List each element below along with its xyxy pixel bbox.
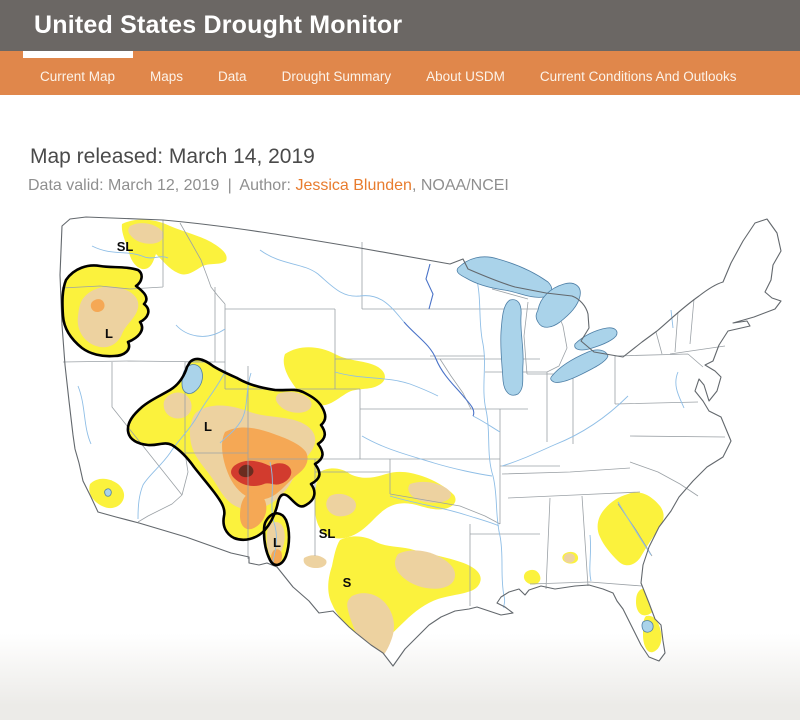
d1-uinta-arm bbox=[275, 391, 312, 413]
salton-sea bbox=[104, 488, 112, 497]
active-tab-indicator bbox=[23, 51, 133, 58]
lake-erie bbox=[550, 349, 609, 383]
drought-area-label: L bbox=[204, 419, 212, 434]
author-affiliation: , NOAA/NCEI bbox=[411, 177, 509, 194]
us-drought-map: SL L L L SL S bbox=[30, 203, 790, 685]
d1-texas-west bbox=[303, 555, 327, 568]
d2-new-mexico-boot bbox=[240, 492, 267, 530]
us-landmass bbox=[60, 217, 781, 666]
site-title: United States Drought Monitor bbox=[34, 11, 403, 39]
rivers bbox=[77, 245, 685, 609]
us-coastline bbox=[59, 216, 782, 667]
drought-d4-layer bbox=[238, 464, 254, 478]
drought-area-label: SL bbox=[117, 239, 134, 254]
d1-panhandle-east bbox=[408, 481, 451, 503]
drought-map-svg: SL L L L SL S bbox=[59, 216, 782, 667]
drought-area-label: L bbox=[273, 535, 281, 550]
tab-current-conditions-outlooks[interactable]: Current Conditions And Outlooks bbox=[539, 69, 737, 84]
outline-great-basin-blob bbox=[126, 357, 327, 542]
long-term-drought-outlines bbox=[61, 264, 327, 567]
state-borders bbox=[61, 220, 726, 606]
map-released-heading: Map released: March 14, 2019 bbox=[30, 145, 315, 168]
header-accent-bar bbox=[0, 51, 800, 58]
d1-panhandle-west bbox=[326, 493, 356, 517]
author-link[interactable]: Jessica Blunden bbox=[295, 177, 412, 194]
d1-alabama bbox=[563, 553, 575, 563]
outline-arizona-blob bbox=[262, 512, 291, 567]
lake-okeechobee bbox=[641, 620, 654, 633]
drought-area-label: L bbox=[105, 326, 113, 341]
outline-oregon-blob bbox=[61, 264, 150, 358]
tab-current-map[interactable]: Current Map bbox=[40, 69, 116, 84]
separator: | bbox=[227, 177, 232, 194]
d0-florida-north bbox=[636, 588, 657, 616]
d2-oregon-spot bbox=[90, 299, 105, 312]
d1-southern-arizona bbox=[266, 522, 285, 558]
d1-pacific-northwest bbox=[128, 223, 164, 244]
d0-southeast-coast bbox=[597, 492, 664, 566]
drought-area-labels: SL L L L SL S bbox=[105, 239, 352, 590]
lake-michigan bbox=[500, 299, 524, 396]
drought-layers bbox=[62, 219, 664, 663]
d1-great-salt-lake-west bbox=[163, 392, 192, 419]
nation-land bbox=[60, 217, 781, 666]
drought-area-label: SL bbox=[319, 526, 336, 541]
release-meta: Data valid: March 12, 2019 | Author: Jes… bbox=[28, 177, 800, 195]
tab-maps[interactable]: Maps bbox=[150, 69, 184, 84]
content: Map released: March 14, 2019 Data valid:… bbox=[0, 145, 800, 667]
tab-data[interactable]: Data bbox=[218, 69, 247, 84]
tab-about-usdm[interactable]: About USDM bbox=[426, 69, 505, 84]
state-border-lines bbox=[61, 220, 726, 606]
data-valid-text: Data valid: March 12, 2019 bbox=[28, 177, 220, 194]
river-lines bbox=[77, 245, 685, 609]
lake-huron bbox=[535, 282, 581, 328]
d1-texas-south bbox=[347, 593, 394, 663]
tab-drought-summary[interactable]: Drought Summary bbox=[281, 69, 392, 84]
d1-texas-central bbox=[395, 550, 456, 589]
nation-outline bbox=[59, 216, 782, 667]
river-dark-lines bbox=[403, 263, 475, 417]
d0-gulf-coast bbox=[523, 569, 541, 585]
author-label: Author: bbox=[239, 177, 291, 194]
d0-colorado-nebraska bbox=[283, 347, 385, 406]
d4-four-corners bbox=[238, 464, 254, 478]
main-nav: Current Map Maps Data Drought Summary Ab… bbox=[0, 58, 800, 95]
drought-area-label: S bbox=[343, 575, 352, 590]
header: United States Drought Monitor bbox=[0, 0, 800, 51]
